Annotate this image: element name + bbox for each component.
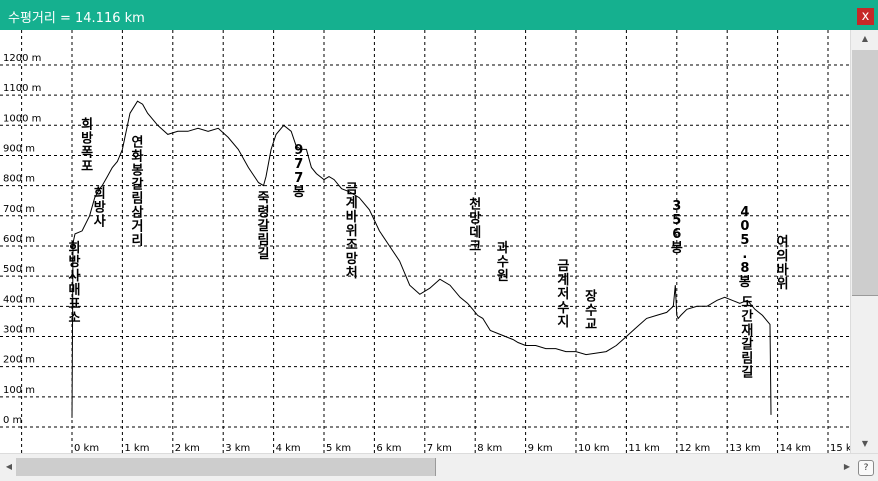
y-axis-ticks: 0 m 100 m 200 m 300 m 400 m 500 m 600 m 700 m 80…: [3, 53, 41, 426]
vertical-scrollbar[interactable]: ▲ ▼: [850, 30, 878, 453]
x-tick-label: 2 km: [175, 443, 200, 453]
x-tick-label: 9 km: [528, 443, 553, 453]
grid-layer: [0, 30, 850, 453]
y-tick-label: 200 m: [3, 355, 35, 366]
y-tick-label: 300 m: [3, 324, 35, 335]
x-tick-label: 7 km: [427, 443, 452, 453]
x-tick-label: 14 km: [780, 443, 811, 453]
close-button[interactable]: x: [857, 8, 874, 25]
vertical-scroll-thumb[interactable]: [852, 50, 878, 296]
y-tick-label: 900 m: [3, 143, 35, 154]
y-tick-label: 500 m: [3, 264, 35, 275]
scroll-down-arrow-icon[interactable]: ▼: [861, 439, 869, 448]
y-tick-label: 1200 m: [3, 53, 41, 64]
x-tick-label: 0 km: [74, 443, 99, 453]
x-axis-ticks: 0 km 1 km 2 km 3 km 4 km 5 km 6 km 7 km 8 km 9 km…: [74, 443, 850, 453]
x-tick-label: 10 km: [578, 443, 609, 453]
horizontal-scroll-thumb[interactable]: [16, 458, 436, 476]
x-tick-label: 15 km: [830, 443, 850, 453]
x-tick-label: 11 km: [628, 443, 659, 453]
y-tick-label: 1100 m: [3, 83, 41, 94]
y-tick-label: 1000 m: [3, 113, 41, 124]
x-tick-label: 5 km: [326, 443, 351, 453]
scroll-left-arrow-icon[interactable]: ◀: [5, 462, 13, 471]
elevation-profile-chart: 0 m 100 m 200 m 300 m 400 m 500 m 600 m 700 m 80…: [0, 30, 850, 453]
x-tick-label: 1 km: [124, 443, 149, 453]
x-tick-label: 8 km: [477, 443, 502, 453]
scroll-up-arrow-icon[interactable]: ▲: [861, 34, 869, 43]
y-tick-label: 100 m: [3, 385, 35, 396]
horizontal-scrollbar[interactable]: ◀ ▶ ?: [0, 453, 878, 481]
elevation-profile-line: [71, 100, 772, 418]
x-tick-label: 13 km: [729, 443, 760, 453]
scroll-right-arrow-icon[interactable]: ▶: [843, 462, 851, 471]
help-icon[interactable]: ?: [858, 460, 874, 476]
profile-line-layer: [71, 100, 772, 418]
x-tick-label: 4 km: [276, 443, 301, 453]
y-tick-label: 0 m: [3, 415, 22, 426]
window-title: 수평거리 = 14.116 km: [8, 11, 145, 26]
x-tick-label: 6 km: [376, 443, 401, 453]
y-tick-label: 700 m: [3, 204, 35, 215]
y-tick-label: 800 m: [3, 174, 35, 185]
title-bar: 수평거리 = 14.116 km x: [0, 0, 878, 30]
x-tick-label: 3 km: [225, 443, 250, 453]
y-tick-label: 600 m: [3, 234, 35, 245]
x-tick-label: 12 km: [679, 443, 710, 453]
y-tick-label: 400 m: [3, 294, 35, 305]
